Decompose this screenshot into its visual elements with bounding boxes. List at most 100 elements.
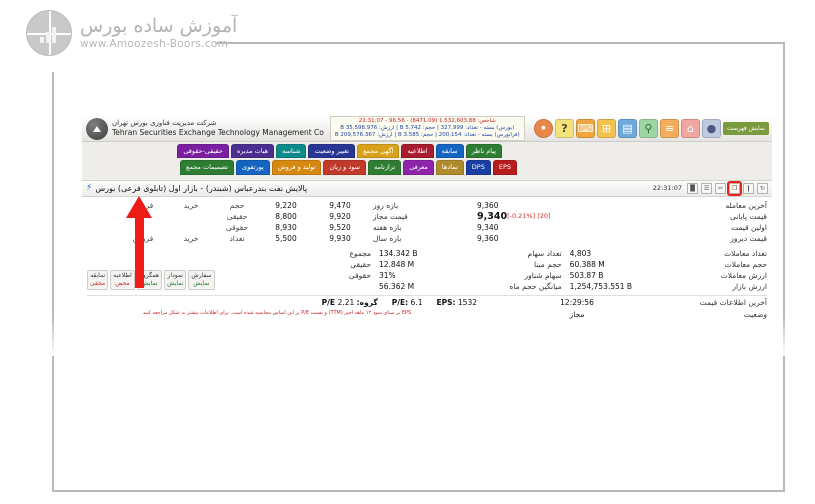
page-title: پالایش نفت بندرعباس (شبندر) - بازار اول … — [95, 183, 308, 193]
price-value: 9,340 — [477, 222, 499, 232]
tab-agahi-majma[interactable]: آگهی مجمع — [357, 144, 400, 159]
app-toolbar: نمایش فهرست ● ⌂ ≡ ⚲ ▤ ⊞ ⌨ ? ● شاخص: 1,53… — [82, 116, 772, 142]
save-button[interactable]: ❙ — [743, 182, 754, 194]
badge-icon[interactable]: ● — [533, 119, 553, 138]
price-label: اولین قیمت — [731, 222, 767, 232]
tab-heyat-modire[interactable]: هیات مدیره — [230, 144, 275, 159]
orderbook-head-buy-2: خرید — [183, 233, 199, 243]
stat-label: حجم مبنا — [533, 259, 562, 269]
price-panel: آخرین معامله 9,360 قیمت پایانی [-0.21%] … — [477, 200, 767, 244]
stats-shares-panel: تعداد سهام 134.342 B حجم مبنا 12.848 M س… — [371, 248, 562, 292]
stat-label: سهام شناور — [524, 270, 562, 280]
tab-taghir-vaziat[interactable]: تغییر وضعیت — [308, 144, 356, 159]
stat-value: 1,254,753.551 B — [569, 281, 633, 291]
toggle-etelaiye[interactable]: اطلاعیه محض — [110, 269, 135, 291]
titlebar-buttons: ↻ ❙ ❐ ✂ ☰ █ 22:31:07 — [653, 180, 768, 196]
category-tabs: پیام ناظر سابقه اطلاعیه آگهی مجمع تغییر … — [82, 142, 772, 181]
price-row: قیمت دیروز 9,360 — [477, 233, 767, 244]
toggle-sefaresh[interactable]: سفارش نمایش — [188, 269, 215, 291]
view-toggle-panel: سفارش نمایش نمودار نمایش همگروه نمایش — [87, 248, 215, 292]
globe-chart-icon — [26, 10, 72, 56]
orderbook-row: 9,520 8,930 حقوقی — [87, 222, 367, 233]
status-label: وضعیت — [743, 309, 767, 319]
price-row: آخرین معامله 9,360 — [477, 200, 767, 211]
toggle-sabeqe[interactable]: سابقه مخفی — [87, 269, 109, 291]
toolbar-list-tag[interactable]: نمایش فهرست — [722, 122, 769, 135]
tab-sood-zian[interactable]: سود و زیان — [323, 160, 367, 175]
tab-payam-nazer[interactable]: پیام ناظر — [465, 144, 502, 159]
stat-row: میانگین حجم ماه 56.362 M — [379, 281, 562, 292]
tsetmc-app-window: نمایش فهرست ● ⌂ ≡ ⚲ ▤ ⊞ ⌨ ? ● شاخص: 1,53… — [82, 116, 772, 322]
orderbook-sell-value: 9,930 — [329, 233, 351, 243]
globe-icon[interactable]: ● — [701, 119, 721, 138]
book-icon[interactable]: ▤ — [617, 119, 637, 138]
tab-tasmimat-majma[interactable]: تصمیمات مجمع — [180, 160, 234, 175]
home-icon[interactable]: ⌂ — [680, 119, 700, 138]
company-brand: شرکت مدیریت فناوری بورس تهران Tehran Sec… — [86, 117, 324, 140]
tab-sabeqe[interactable]: سابقه — [435, 144, 464, 159]
orderbook-sell-value: 9,470 — [329, 200, 351, 210]
stat-label: حقوقی — [348, 270, 371, 280]
range-panel: بازه روز قیمت مجاز بازه هفته بازه سال — [367, 200, 477, 244]
tab-tarazname[interactable]: ترازنامه — [368, 160, 402, 175]
stat-row: تعداد سهام 134.342 B — [379, 248, 562, 259]
layout-icon[interactable]: ⊞ — [596, 119, 616, 138]
toolbar-icon-group: نمایش فهرست ● ⌂ ≡ ⚲ ▤ ⊞ ⌨ ? ● — [533, 119, 772, 138]
watermark-divider-right — [783, 42, 785, 492]
watermark-divider-top — [215, 42, 785, 44]
help-icon[interactable]: ? — [554, 119, 574, 138]
tab-haghighi-hoghooghi[interactable]: حقیقی-حقوقی — [177, 144, 229, 159]
page-button[interactable]: ❐ — [727, 180, 742, 196]
tab-moarefi[interactable]: معرفی — [403, 160, 434, 175]
list-button[interactable]: ☰ — [701, 182, 712, 194]
lightning-icon: ⚡ — [86, 183, 93, 194]
last-price-info-time: 12:29:56 — [560, 297, 594, 307]
tab-etelaiye[interactable]: اطلاعیه — [401, 144, 434, 159]
stat-value: 134.342 B — [379, 248, 418, 258]
tab-shenase[interactable]: شناسه — [276, 144, 307, 159]
tab-portfoy[interactable]: پورتفوی — [235, 160, 270, 175]
range-label: بازه روز — [373, 200, 399, 210]
stat-row: ارزش معاملات 503.87 B — [570, 270, 767, 281]
price-change: [-0.21%] [20] — [507, 212, 551, 221]
eps-stat: EPS: 1532 — [436, 297, 477, 307]
orderbook-head-sell-2: فروش — [132, 233, 154, 243]
price-label: آخرین معامله — [725, 200, 767, 210]
orderbook-row-label: حجم — [229, 200, 245, 210]
stat-label: حجم معاملات — [724, 259, 767, 269]
stat-row: حقیقی — [223, 259, 371, 270]
refresh-button[interactable]: ↻ — [757, 182, 768, 194]
eps-note: EPS بر مبنای سود ۱۲ ماهه اخیر (TTM) و نس… — [142, 309, 412, 316]
tab-tolid-foroosh[interactable]: تولید و فروش — [271, 160, 322, 175]
stat-label: ارزش بازار — [732, 281, 767, 291]
stat-value: 4,803 — [569, 248, 592, 258]
stat-value: 12.848 M — [379, 259, 415, 269]
stats-volume-panel: مجموع حقیقی حقوقی — [215, 248, 371, 292]
stat-label: تعداد معاملات — [724, 248, 767, 258]
watermark-logo: آموزش ساده بورس www.Amoozesh-Boors.com — [26, 10, 237, 56]
toggle-hamgorooh[interactable]: همگروه نمایش — [136, 269, 163, 291]
stat-row: تعداد معاملات 4,803 — [570, 248, 767, 259]
orderbook-row-label: تعداد — [229, 233, 245, 243]
footer-row-price-time: آخرین اطلاعات قیمت 12:29:56 EPS: 1532 P/… — [87, 298, 767, 310]
orderbook-buy-value: 5,500 — [275, 233, 297, 243]
tab-namadha[interactable]: نمادها — [435, 160, 464, 175]
stat-label: تعداد سهام — [527, 248, 562, 258]
search-icon[interactable]: ⚲ — [638, 119, 658, 138]
tools-button[interactable]: ✂ — [715, 182, 726, 194]
toggle-nemoodar[interactable]: نمودار نمایش — [164, 269, 187, 291]
market-index-ticker: شاخص: 1,532,603.88 (8471.09) - 96.56 - 2… — [329, 116, 525, 141]
chart-button[interactable]: █ — [687, 182, 698, 194]
tab-dps[interactable]: DPS — [465, 160, 491, 175]
tab-eps[interactable]: EPS — [492, 160, 517, 175]
orderbook-panel: 9,470 9,220 حجم خرید فروش 9,920 8,800 حق… — [87, 200, 367, 244]
range-label: بازه سال — [373, 233, 402, 243]
ticker-line-index: شاخص: 1,532,603.88 (8471.09) - 96.56 - 2… — [358, 118, 496, 125]
stat-value: 56.362 M — [379, 281, 415, 291]
table-icon[interactable]: ≡ — [659, 119, 679, 138]
chat-icon[interactable]: ⌨ — [575, 119, 595, 138]
range-label: بازه هفته — [373, 222, 402, 232]
orderbook-row: 9,920 8,800 حقیقی — [87, 211, 367, 222]
top-grid: آخرین معامله 9,360 قیمت پایانی [-0.21%] … — [87, 200, 767, 244]
